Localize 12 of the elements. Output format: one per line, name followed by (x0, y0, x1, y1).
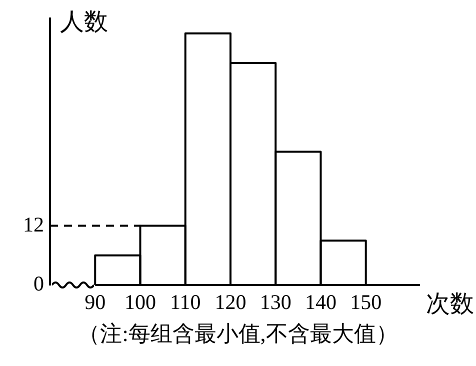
y-tick-label: 12 (23, 212, 44, 236)
x-axis-title: 次数 (426, 291, 474, 318)
y-axis-title: 人数 (60, 9, 108, 36)
x-tick-label: 120 (214, 290, 246, 314)
x-tick-label: 110 (170, 290, 201, 314)
x-tick-label: 90 (84, 290, 106, 314)
y-tick-label: 0 (34, 272, 44, 296)
x-tick-label: 150 (350, 290, 382, 314)
x-tick-label: 130 (260, 290, 292, 314)
x-tick-label: 100 (124, 290, 156, 314)
x-tick-label: 140 (304, 290, 336, 314)
text: （注:每组含最小值,不含最大值） (78, 320, 398, 346)
